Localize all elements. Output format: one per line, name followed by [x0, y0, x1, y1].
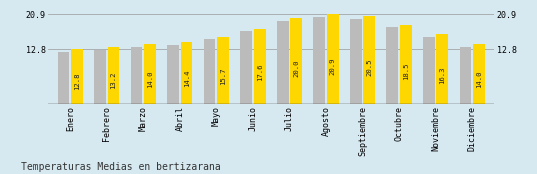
Bar: [204, 39, 215, 104]
Bar: [241, 31, 252, 104]
Text: 13.2: 13.2: [111, 72, 117, 89]
Bar: [291, 18, 302, 104]
Bar: [327, 14, 339, 104]
Text: 14.0: 14.0: [476, 70, 482, 88]
Text: Temperaturas Medias en bertizarana: Temperaturas Medias en bertizarana: [21, 162, 221, 172]
Text: 20.5: 20.5: [366, 58, 372, 76]
Bar: [473, 44, 485, 104]
Bar: [181, 42, 192, 104]
Bar: [254, 29, 265, 104]
Text: 20.9: 20.9: [330, 58, 336, 75]
Bar: [94, 50, 106, 104]
Bar: [460, 47, 471, 104]
Bar: [217, 37, 229, 104]
Bar: [423, 37, 434, 104]
Bar: [437, 34, 448, 104]
Text: 14.0: 14.0: [147, 70, 153, 88]
Text: 16.3: 16.3: [439, 66, 445, 84]
Bar: [400, 25, 412, 104]
Bar: [350, 19, 361, 104]
Bar: [387, 27, 398, 104]
Text: 12.8: 12.8: [74, 72, 80, 90]
Bar: [277, 21, 288, 104]
Bar: [57, 52, 69, 104]
Bar: [364, 16, 375, 104]
Text: 20.0: 20.0: [293, 60, 299, 77]
Text: 18.5: 18.5: [403, 62, 409, 80]
Bar: [167, 45, 179, 104]
Text: 17.6: 17.6: [257, 64, 263, 81]
Text: 15.7: 15.7: [220, 67, 226, 85]
Bar: [108, 48, 119, 104]
Text: 14.4: 14.4: [184, 70, 190, 87]
Bar: [71, 49, 83, 104]
Bar: [130, 47, 142, 104]
Bar: [144, 44, 156, 104]
Bar: [314, 17, 325, 104]
